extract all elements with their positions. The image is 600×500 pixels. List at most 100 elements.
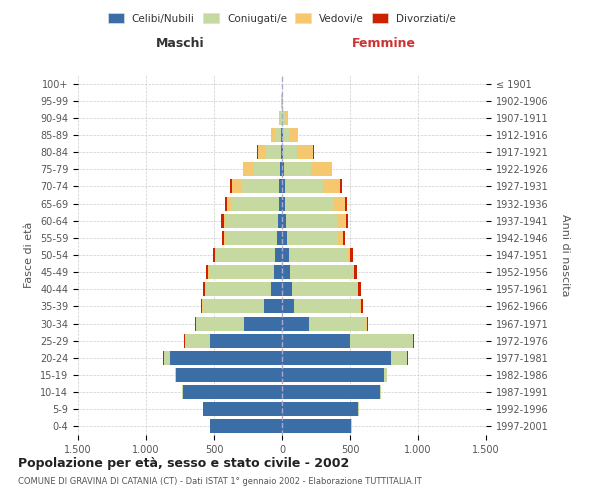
Bar xyxy=(184,334,185,347)
Bar xyxy=(209,265,274,279)
Bar xyxy=(292,282,357,296)
Bar xyxy=(244,316,282,330)
Bar xyxy=(277,231,282,245)
Bar xyxy=(367,316,368,330)
Bar xyxy=(203,282,205,296)
Bar xyxy=(230,180,232,194)
Bar xyxy=(266,145,281,159)
Bar xyxy=(359,300,361,314)
Text: COMUNE DI GRAVINA DI CATANIA (CT) - Dati ISTAT 1° gennaio 2002 - Elaborazione TU: COMUNE DI GRAVINA DI CATANIA (CT) - Dati… xyxy=(18,478,422,486)
Bar xyxy=(353,265,354,279)
Bar xyxy=(241,180,279,194)
Bar xyxy=(282,231,287,245)
Bar xyxy=(281,145,282,159)
Bar xyxy=(333,196,345,210)
Y-axis label: Fasce di età: Fasce di età xyxy=(25,222,34,288)
Bar xyxy=(242,162,243,176)
Bar xyxy=(170,351,282,365)
Bar xyxy=(210,334,282,347)
Bar xyxy=(297,145,313,159)
Bar xyxy=(203,300,265,314)
Bar xyxy=(280,111,282,125)
Bar xyxy=(227,196,231,210)
Bar xyxy=(164,351,170,365)
Bar xyxy=(345,196,347,210)
Bar xyxy=(289,128,298,142)
Bar xyxy=(282,316,309,330)
Text: Popolazione per età, sesso e stato civile - 2002: Popolazione per età, sesso e stato civil… xyxy=(18,458,349,470)
Bar xyxy=(285,111,288,125)
Bar xyxy=(215,248,216,262)
Bar xyxy=(346,214,348,228)
Bar xyxy=(176,368,282,382)
Bar xyxy=(282,180,285,194)
Bar xyxy=(208,265,209,279)
Bar xyxy=(338,214,346,228)
Bar xyxy=(280,162,282,176)
Bar xyxy=(257,145,266,159)
Bar xyxy=(271,128,275,142)
Bar xyxy=(282,214,286,228)
Bar xyxy=(201,300,202,314)
Bar xyxy=(274,265,282,279)
Bar xyxy=(232,180,241,194)
Bar xyxy=(282,128,283,142)
Bar xyxy=(413,334,414,347)
Bar xyxy=(225,196,227,210)
Bar xyxy=(226,231,277,245)
Bar xyxy=(340,180,342,194)
Bar xyxy=(282,385,380,399)
Bar xyxy=(281,128,282,142)
Bar xyxy=(202,300,203,314)
Bar xyxy=(281,94,282,108)
Bar xyxy=(278,111,280,125)
Bar xyxy=(226,214,278,228)
Bar xyxy=(357,282,358,296)
Bar xyxy=(350,248,353,262)
Bar xyxy=(287,231,338,245)
Bar xyxy=(284,162,311,176)
Bar xyxy=(286,196,333,210)
Bar xyxy=(275,248,282,262)
Bar xyxy=(282,368,384,382)
Bar xyxy=(282,334,350,347)
Bar xyxy=(243,162,253,176)
Bar xyxy=(283,145,297,159)
Bar xyxy=(210,420,282,434)
Bar xyxy=(275,128,281,142)
Bar xyxy=(282,402,358,416)
Legend: Celibi/Nubili, Coniugati/e, Vedovi/e, Divorziati/e: Celibi/Nubili, Coniugati/e, Vedovi/e, Di… xyxy=(105,10,459,26)
Bar xyxy=(195,316,196,330)
Bar xyxy=(253,162,280,176)
Bar xyxy=(222,231,224,245)
Bar xyxy=(391,351,407,365)
Bar xyxy=(282,111,285,125)
Bar xyxy=(183,385,282,399)
Bar xyxy=(358,282,361,296)
Bar xyxy=(175,368,176,382)
Bar xyxy=(282,351,391,365)
Bar xyxy=(265,300,282,314)
Bar xyxy=(231,196,278,210)
Bar xyxy=(196,316,244,330)
Bar xyxy=(203,402,282,416)
Bar xyxy=(290,265,353,279)
Bar xyxy=(282,265,290,279)
Bar xyxy=(205,282,206,296)
Bar xyxy=(309,316,367,330)
Bar xyxy=(271,282,282,296)
Bar xyxy=(354,265,357,279)
Bar xyxy=(350,334,413,347)
Bar xyxy=(348,248,350,262)
Bar xyxy=(343,231,344,245)
Bar xyxy=(282,300,294,314)
Y-axis label: Anni di nascita: Anni di nascita xyxy=(560,214,570,296)
Bar xyxy=(384,368,387,382)
Bar xyxy=(212,248,215,262)
Bar xyxy=(282,282,292,296)
Bar xyxy=(311,162,332,176)
Bar xyxy=(221,214,224,228)
Bar xyxy=(224,231,226,245)
Bar xyxy=(282,145,283,159)
Bar xyxy=(182,385,183,399)
